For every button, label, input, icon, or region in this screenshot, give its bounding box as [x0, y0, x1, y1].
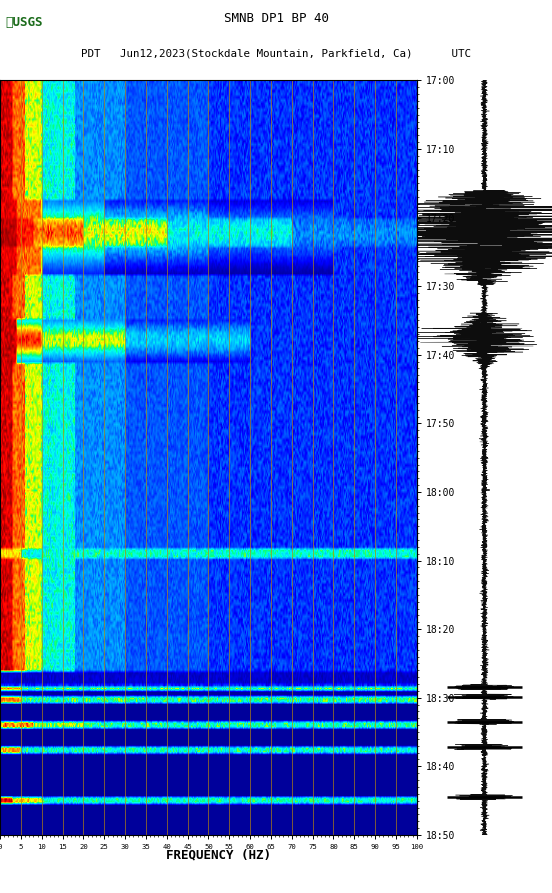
Text: ⬛USGS: ⬛USGS	[6, 16, 43, 29]
Text: SMNB DP1 BP 40: SMNB DP1 BP 40	[224, 13, 328, 25]
Text: PDT   Jun12,2023(Stockdale Mountain, Parkfield, Ca)      UTC: PDT Jun12,2023(Stockdale Mountain, Parkf…	[81, 48, 471, 58]
Text: FREQUENCY (HZ): FREQUENCY (HZ)	[166, 848, 270, 862]
